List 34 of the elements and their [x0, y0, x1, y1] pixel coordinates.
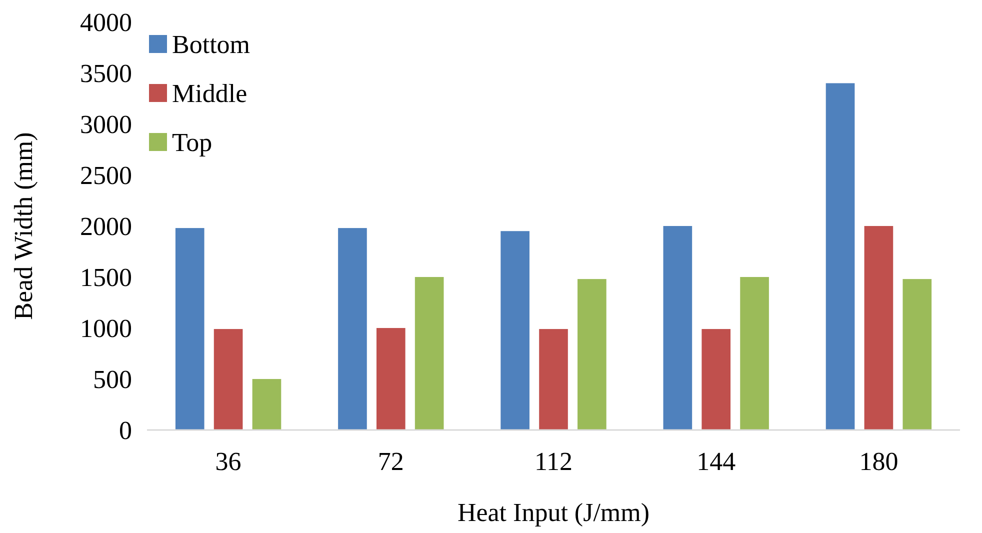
x-tick-label: 72: [378, 447, 404, 476]
bar: [902, 279, 932, 430]
y-tick-label: 1000: [80, 314, 132, 344]
bar: [539, 329, 568, 430]
legend-label: Bottom: [172, 30, 250, 60]
y-tick-label: 2500: [80, 161, 132, 190]
bar: [175, 228, 204, 430]
y-tick-label: 4000: [80, 8, 132, 38]
y-tick-label: 2000: [80, 212, 132, 242]
bar: [414, 277, 444, 430]
x-tick-label: 180: [859, 447, 898, 476]
bar: [252, 379, 282, 430]
bar: [864, 226, 894, 430]
bar: [826, 83, 855, 430]
x-tick-label: 112: [534, 447, 573, 476]
bar: [702, 329, 731, 430]
x-tick-label: 36: [215, 447, 242, 476]
x-tick-label: 144: [696, 447, 736, 476]
x-axis-title: Heat Input (J/mm): [457, 498, 650, 527]
bar: [578, 279, 606, 430]
y-tick-label: 1500: [80, 263, 132, 292]
bar: [214, 329, 243, 430]
legend-label: Middle: [172, 79, 248, 108]
legend-label: Top: [172, 128, 212, 158]
bar: [663, 226, 692, 430]
y-tick-label: 500: [93, 365, 132, 394]
bar: [500, 231, 530, 430]
y-axis-title: Bead Width (mm): [9, 132, 38, 320]
y-tick-label: 3000: [80, 110, 132, 140]
y-tick-label: 3500: [80, 59, 132, 88]
bar: [376, 328, 406, 430]
bar: [740, 277, 769, 430]
y-tick-label: 0: [119, 416, 132, 446]
bar: [338, 228, 367, 430]
